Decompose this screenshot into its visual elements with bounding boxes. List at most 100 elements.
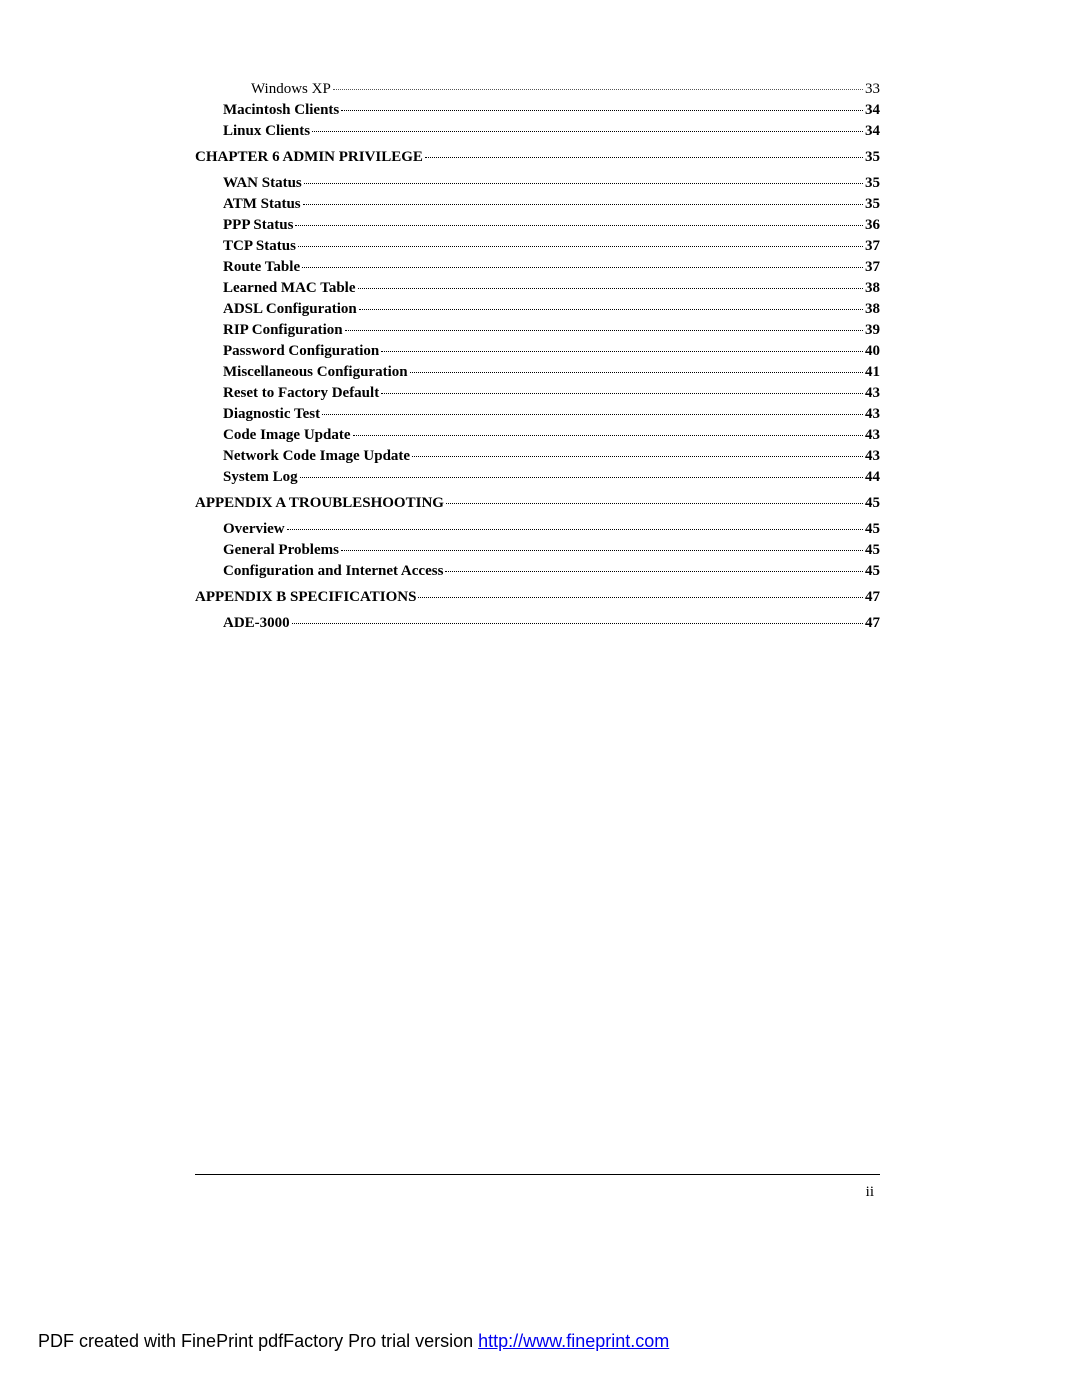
toc-leader <box>345 330 863 331</box>
toc-entry: Code Image Update 43 <box>223 426 880 444</box>
toc-leader <box>287 529 863 530</box>
toc-leader <box>353 435 864 436</box>
toc-entry: TCP Status37 <box>223 237 880 255</box>
toc-leader <box>358 288 863 289</box>
toc-entry: Network Code Image Update 43 <box>223 447 880 465</box>
toc-page: 43 <box>865 384 880 402</box>
toc-label: ADSL Configuration <box>223 300 357 318</box>
toc-label: General Problems <box>223 541 339 559</box>
table-of-contents: Windows XP 33 Macintosh Clients 34 Linux Cli… <box>195 80 880 632</box>
toc-leader <box>298 246 863 247</box>
toc-entry: System Log 44 <box>223 468 880 486</box>
toc-entry: ADSL Configuration 38 <box>223 300 880 318</box>
toc-leader <box>381 393 863 394</box>
toc-entry: Configuration and Internet Access 45 <box>223 562 880 580</box>
toc-leader <box>312 131 863 132</box>
toc-entry: PPP Status 36 <box>223 216 880 234</box>
toc-label: Route Table <box>223 258 300 276</box>
toc-entry: ATM Status 35 <box>223 195 880 213</box>
toc-page: 35 <box>865 195 880 213</box>
toc-leader <box>303 204 863 205</box>
toc-page: 43 <box>865 447 880 465</box>
toc-entry: RIP Configuration 39 <box>223 321 880 339</box>
toc-page: 38 <box>865 300 880 318</box>
toc-entry: Learned MAC Table 38 <box>223 279 880 297</box>
footer-rule <box>195 1174 880 1175</box>
toc-leader <box>292 623 863 624</box>
toc-entry: Diagnostic Test43 <box>223 405 880 423</box>
toc-page: 43 <box>865 426 880 444</box>
toc-entry: General Problems 45 <box>223 541 880 559</box>
toc-label: Password Configuration <box>223 342 379 360</box>
toc-leader <box>445 571 863 572</box>
toc-leader <box>412 456 863 457</box>
toc-label: Network Code Image Update <box>223 447 410 465</box>
toc-page: 33 <box>865 80 880 98</box>
toc-entry: Miscellaneous Configuration 41 <box>223 363 880 381</box>
toc-page: 47 <box>865 588 880 606</box>
toc-entry: APPENDIX B SPECIFICATIONS 47 <box>195 588 880 606</box>
toc-leader <box>341 550 863 551</box>
toc-leader <box>333 89 863 90</box>
toc-label: PPP Status <box>223 216 293 234</box>
toc-label: Linux Clients <box>223 122 310 140</box>
toc-entry: Route Table 37 <box>223 258 880 276</box>
toc-leader <box>322 414 863 415</box>
toc-entry: Linux Clients34 <box>223 122 880 140</box>
toc-label: ATM Status <box>223 195 301 213</box>
toc-page: 38 <box>865 279 880 297</box>
toc-page: 41 <box>865 363 880 381</box>
toc-label: Code Image Update <box>223 426 351 444</box>
toc-page: 45 <box>865 520 880 538</box>
toc-label: Macintosh Clients <box>223 101 339 119</box>
toc-label: Learned MAC Table <box>223 279 356 297</box>
toc-label: ADE-3000 <box>223 614 290 632</box>
toc-label: System Log <box>223 468 298 486</box>
toc-label: Windows XP <box>251 80 331 98</box>
toc-label: RIP Configuration <box>223 321 343 339</box>
toc-page: 35 <box>865 174 880 192</box>
toc-label: CHAPTER 6 ADMIN PRIVILEGE <box>195 148 423 166</box>
toc-leader <box>425 157 863 158</box>
toc-page: 44 <box>865 468 880 486</box>
page-content: Windows XP 33 Macintosh Clients 34 Linux Cli… <box>0 0 1080 632</box>
toc-entry: WAN Status 35 <box>223 174 880 192</box>
page-number: ii <box>866 1184 874 1201</box>
toc-page: 45 <box>865 541 880 559</box>
toc-leader <box>302 267 863 268</box>
toc-label: Configuration and Internet Access <box>223 562 443 580</box>
toc-page: 39 <box>865 321 880 339</box>
toc-label: WAN Status <box>223 174 302 192</box>
toc-label: APPENDIX A TROUBLESHOOTING <box>195 494 444 512</box>
toc-entry: Overview 45 <box>223 520 880 538</box>
toc-page: 40 <box>865 342 880 360</box>
toc-page: 45 <box>865 562 880 580</box>
footer-prefix: PDF created with FinePrint pdfFactory Pr… <box>38 1331 478 1351</box>
toc-leader <box>359 309 863 310</box>
toc-leader <box>341 110 863 111</box>
toc-page: 43 <box>865 405 880 423</box>
toc-page: 37 <box>865 237 880 255</box>
toc-page: 37 <box>865 258 880 276</box>
toc-entry: Macintosh Clients 34 <box>223 101 880 119</box>
footer-link[interactable]: http://www.fineprint.com <box>478 1331 669 1351</box>
toc-entry: Reset to Factory Default 43 <box>223 384 880 402</box>
toc-entry: ADE-300047 <box>223 614 880 632</box>
toc-leader <box>418 597 863 598</box>
toc-leader <box>381 351 863 352</box>
toc-entry: Password Configuration 40 <box>223 342 880 360</box>
toc-leader <box>410 372 863 373</box>
toc-leader <box>304 183 863 184</box>
toc-label: Reset to Factory Default <box>223 384 379 402</box>
toc-label: Miscellaneous Configuration <box>223 363 408 381</box>
toc-leader <box>295 225 863 226</box>
toc-page: 34 <box>865 101 880 119</box>
toc-page: 35 <box>865 148 880 166</box>
toc-label: Overview <box>223 520 285 538</box>
toc-label: APPENDIX B SPECIFICATIONS <box>195 588 416 606</box>
toc-page: 36 <box>865 216 880 234</box>
toc-leader <box>446 503 863 504</box>
toc-leader <box>300 477 863 478</box>
toc-page: 45 <box>865 494 880 512</box>
footer-text: PDF created with FinePrint pdfFactory Pr… <box>38 1331 669 1352</box>
